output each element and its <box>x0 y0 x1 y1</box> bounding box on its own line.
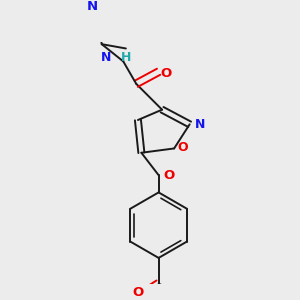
Text: O: O <box>160 68 172 80</box>
Text: O: O <box>163 169 174 182</box>
Text: O: O <box>132 286 144 299</box>
Text: N: N <box>101 52 111 64</box>
Text: N: N <box>87 0 98 13</box>
Text: H: H <box>121 52 131 64</box>
Text: O: O <box>178 141 188 154</box>
Text: N: N <box>195 118 205 131</box>
